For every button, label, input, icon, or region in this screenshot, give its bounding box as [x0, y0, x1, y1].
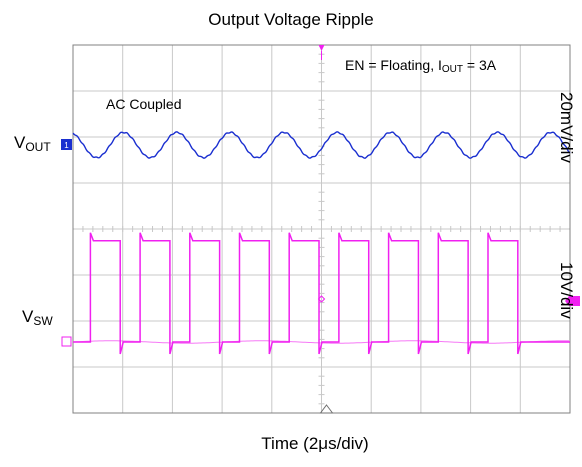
vout-label: VOUT — [14, 133, 51, 154]
time-reference-marker — [319, 404, 334, 414]
vsw-label: VSW — [22, 307, 53, 328]
vsw-scale-label: 10V/div — [557, 262, 576, 319]
vsw-trace — [73, 232, 570, 355]
center-marker — [317, 295, 326, 303]
trigger-position-marker — [318, 45, 325, 51]
x-axis-label: Time (2μs/div) — [261, 434, 369, 453]
trigger-level-marker — [565, 296, 580, 306]
vout-trace — [72, 131, 571, 159]
vout-scale-label: 20mV/div — [557, 92, 576, 163]
ch1-marker — [61, 139, 72, 150]
annotation-label: EN = Floating, IOUT = 3A — [345, 57, 497, 75]
chart-title: Output Voltage Ripple — [208, 10, 374, 29]
ch2-marker — [61, 336, 72, 347]
coupling-note: AC Coupled — [106, 96, 182, 112]
ch1-marker-label: 1 — [64, 141, 69, 150]
vsw-noise — [72, 340, 569, 344]
